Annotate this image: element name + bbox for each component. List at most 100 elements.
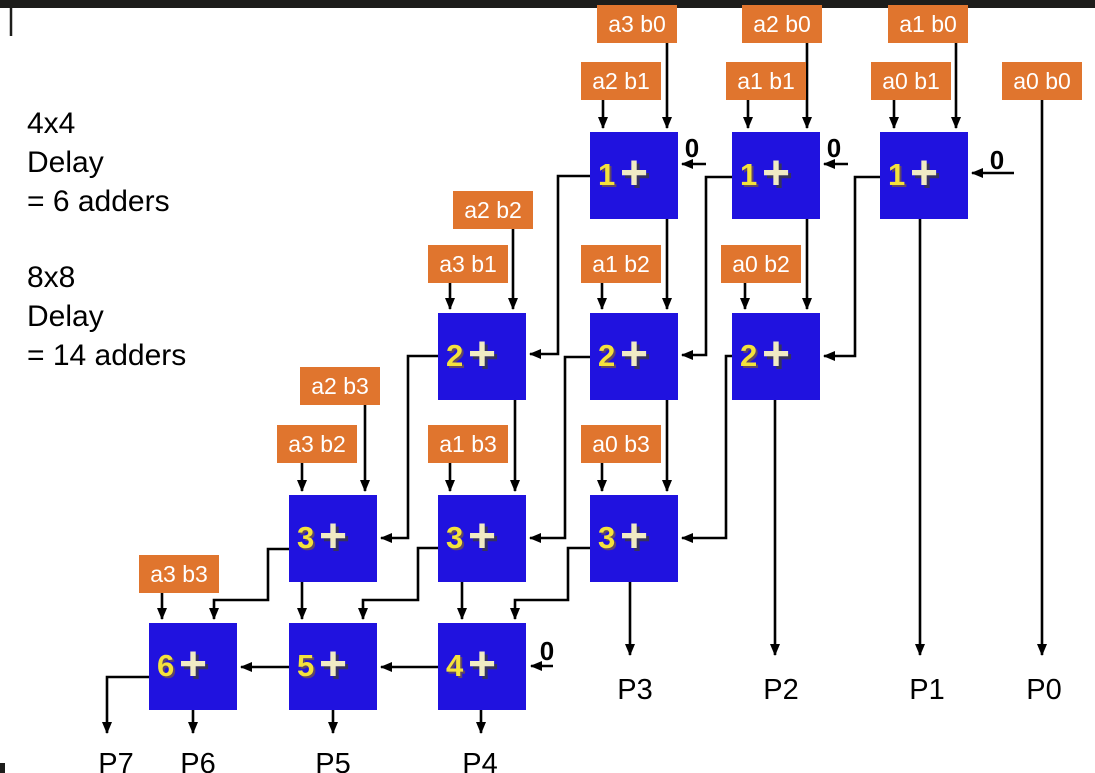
adder-delay-number: 2 bbox=[740, 337, 758, 373]
adder-delay-number: 3 bbox=[446, 519, 464, 555]
partial-product-a0b3: a0 b3 bbox=[581, 425, 661, 463]
output-label-P7: P7 bbox=[98, 748, 134, 773]
output-label-P6: P6 bbox=[180, 748, 216, 773]
partial-product-a2b2: a2 b2 bbox=[453, 191, 533, 229]
adder-r2-mid: 2 + bbox=[590, 313, 678, 400]
partial-product-a0b2: a0 b2 bbox=[721, 245, 801, 283]
partial-product-label: a0 b1 bbox=[882, 67, 940, 94]
note-line: Delay bbox=[27, 146, 104, 179]
partial-product-a2b3: a2 b3 bbox=[300, 367, 380, 405]
wire bbox=[681, 175, 732, 360]
adder-delay-number: 3 bbox=[598, 519, 616, 555]
partial-product-label: a1 b2 bbox=[592, 250, 650, 277]
carry-in-zero-cin-row1-right: 0 bbox=[989, 145, 1005, 175]
wire bbox=[380, 354, 438, 543]
output-label-P2: P2 bbox=[763, 674, 799, 706]
partial-product-a3b0: a3 b0 bbox=[597, 5, 677, 43]
adder-r2-right: 2 + bbox=[732, 313, 820, 400]
partial-product-label: a3 b1 bbox=[439, 250, 497, 277]
adder-r1-mid: 1 + bbox=[732, 132, 820, 219]
adder-r1-left: 1 + bbox=[590, 132, 678, 219]
partial-product-label: a3 b3 bbox=[150, 560, 208, 587]
adder-r3-right: 3 + bbox=[590, 495, 678, 582]
note-line: = 14 adders bbox=[27, 339, 187, 372]
plus-icon: + bbox=[318, 509, 348, 563]
adder-r4-mid: 5 + bbox=[289, 623, 377, 710]
plus-icon: + bbox=[761, 146, 791, 200]
adder-r4-left: 6 + bbox=[149, 623, 237, 710]
output-label-P3: P3 bbox=[617, 674, 653, 706]
plus-icon: + bbox=[467, 509, 497, 563]
bottom-left-mark bbox=[0, 763, 5, 773]
partial-product-label: a2 b1 bbox=[592, 67, 650, 94]
partial-product-label: a1 b1 bbox=[737, 67, 795, 94]
plus-icon: + bbox=[178, 637, 208, 691]
wire bbox=[529, 355, 590, 543]
partial-product-a1b1: a1 b1 bbox=[726, 62, 806, 100]
adder-delay-number: 6 bbox=[157, 647, 175, 683]
note-line: 4x4 bbox=[27, 107, 76, 140]
plus-icon: + bbox=[761, 327, 791, 381]
output-label-P0: P0 bbox=[1026, 674, 1062, 706]
adder-delay-number: 2 bbox=[446, 337, 464, 373]
adder-delay-number: 4 bbox=[446, 647, 464, 683]
partial-product-label: a0 b0 bbox=[1013, 67, 1071, 94]
note-line: = 6 adders bbox=[27, 185, 170, 218]
partial-product-a3b2: a3 b2 bbox=[277, 425, 357, 463]
note-4x4-delay: 4x4 Delay = 6 adders bbox=[27, 104, 170, 221]
partial-product-a0b0: a0 b0 bbox=[1002, 62, 1082, 100]
partial-product-label: a1 b0 bbox=[899, 10, 957, 37]
wire bbox=[102, 675, 149, 734]
adder-delay-number: 5 bbox=[297, 647, 315, 683]
wire bbox=[510, 546, 590, 620]
partial-product-label: a3 b0 bbox=[608, 10, 666, 37]
plus-icon: + bbox=[619, 146, 649, 200]
partial-product-a0b1: a0 b1 bbox=[871, 62, 951, 100]
adder-r3-left: 3 + bbox=[289, 495, 377, 582]
note-line: Delay bbox=[27, 300, 104, 333]
note-8x8-delay: 8x8 Delay = 14 adders bbox=[27, 258, 186, 375]
partial-product-label: a2 b2 bbox=[464, 196, 522, 223]
adder-delay-number: 3 bbox=[297, 519, 315, 555]
partial-product-label: a2 b0 bbox=[753, 10, 811, 37]
wire bbox=[358, 546, 438, 620]
wire bbox=[209, 547, 289, 620]
partial-product-a3b1: a3 b1 bbox=[428, 245, 508, 283]
adder-r2-left: 2 + bbox=[438, 313, 526, 400]
top-border-bar bbox=[0, 0, 1095, 8]
wire bbox=[681, 354, 732, 543]
partial-product-a1b2: a1 b2 bbox=[581, 245, 661, 283]
carry-in-zero-cin-row1-mid: 0 bbox=[826, 133, 842, 163]
partial-product-a2b0: a2 b0 bbox=[742, 5, 822, 43]
adder-r3-mid: 3 + bbox=[438, 495, 526, 582]
partial-product-label: a0 b2 bbox=[732, 250, 790, 277]
wire bbox=[529, 174, 590, 359]
plus-icon: + bbox=[909, 146, 939, 200]
plus-icon: + bbox=[467, 327, 497, 381]
adder-delay-number: 1 bbox=[740, 156, 758, 192]
partial-product-a2b1: a2 b1 bbox=[581, 62, 661, 100]
plus-icon: + bbox=[318, 637, 348, 691]
output-label-P4: P4 bbox=[462, 748, 498, 773]
note-line: 8x8 bbox=[27, 261, 76, 294]
partial-product-label: a3 b2 bbox=[288, 430, 346, 457]
partial-product-a1b0: a1 b0 bbox=[888, 5, 968, 43]
adder-delay-number: 1 bbox=[598, 156, 616, 192]
adder-delay-number: 2 bbox=[598, 337, 616, 373]
plus-icon: + bbox=[619, 327, 649, 381]
adder-r1-right: 1 + bbox=[880, 132, 968, 219]
partial-product-a1b3: a1 b3 bbox=[428, 425, 508, 463]
carry-in-zero-cin-row1-left: 0 bbox=[684, 133, 700, 163]
output-label-P1: P1 bbox=[909, 674, 945, 706]
partial-product-label: a0 b3 bbox=[592, 430, 650, 457]
adder-r4-right: 4 + bbox=[438, 623, 526, 710]
partial-product-label: a2 b3 bbox=[311, 372, 369, 399]
adder-delay-number: 1 bbox=[888, 156, 906, 192]
plus-icon: + bbox=[467, 637, 497, 691]
wire bbox=[823, 175, 880, 361]
partial-product-label: a1 b3 bbox=[439, 430, 497, 457]
partial-product-a3b3: a3 b3 bbox=[139, 555, 219, 593]
carry-in-zero-cin-row4: 0 bbox=[539, 636, 555, 666]
